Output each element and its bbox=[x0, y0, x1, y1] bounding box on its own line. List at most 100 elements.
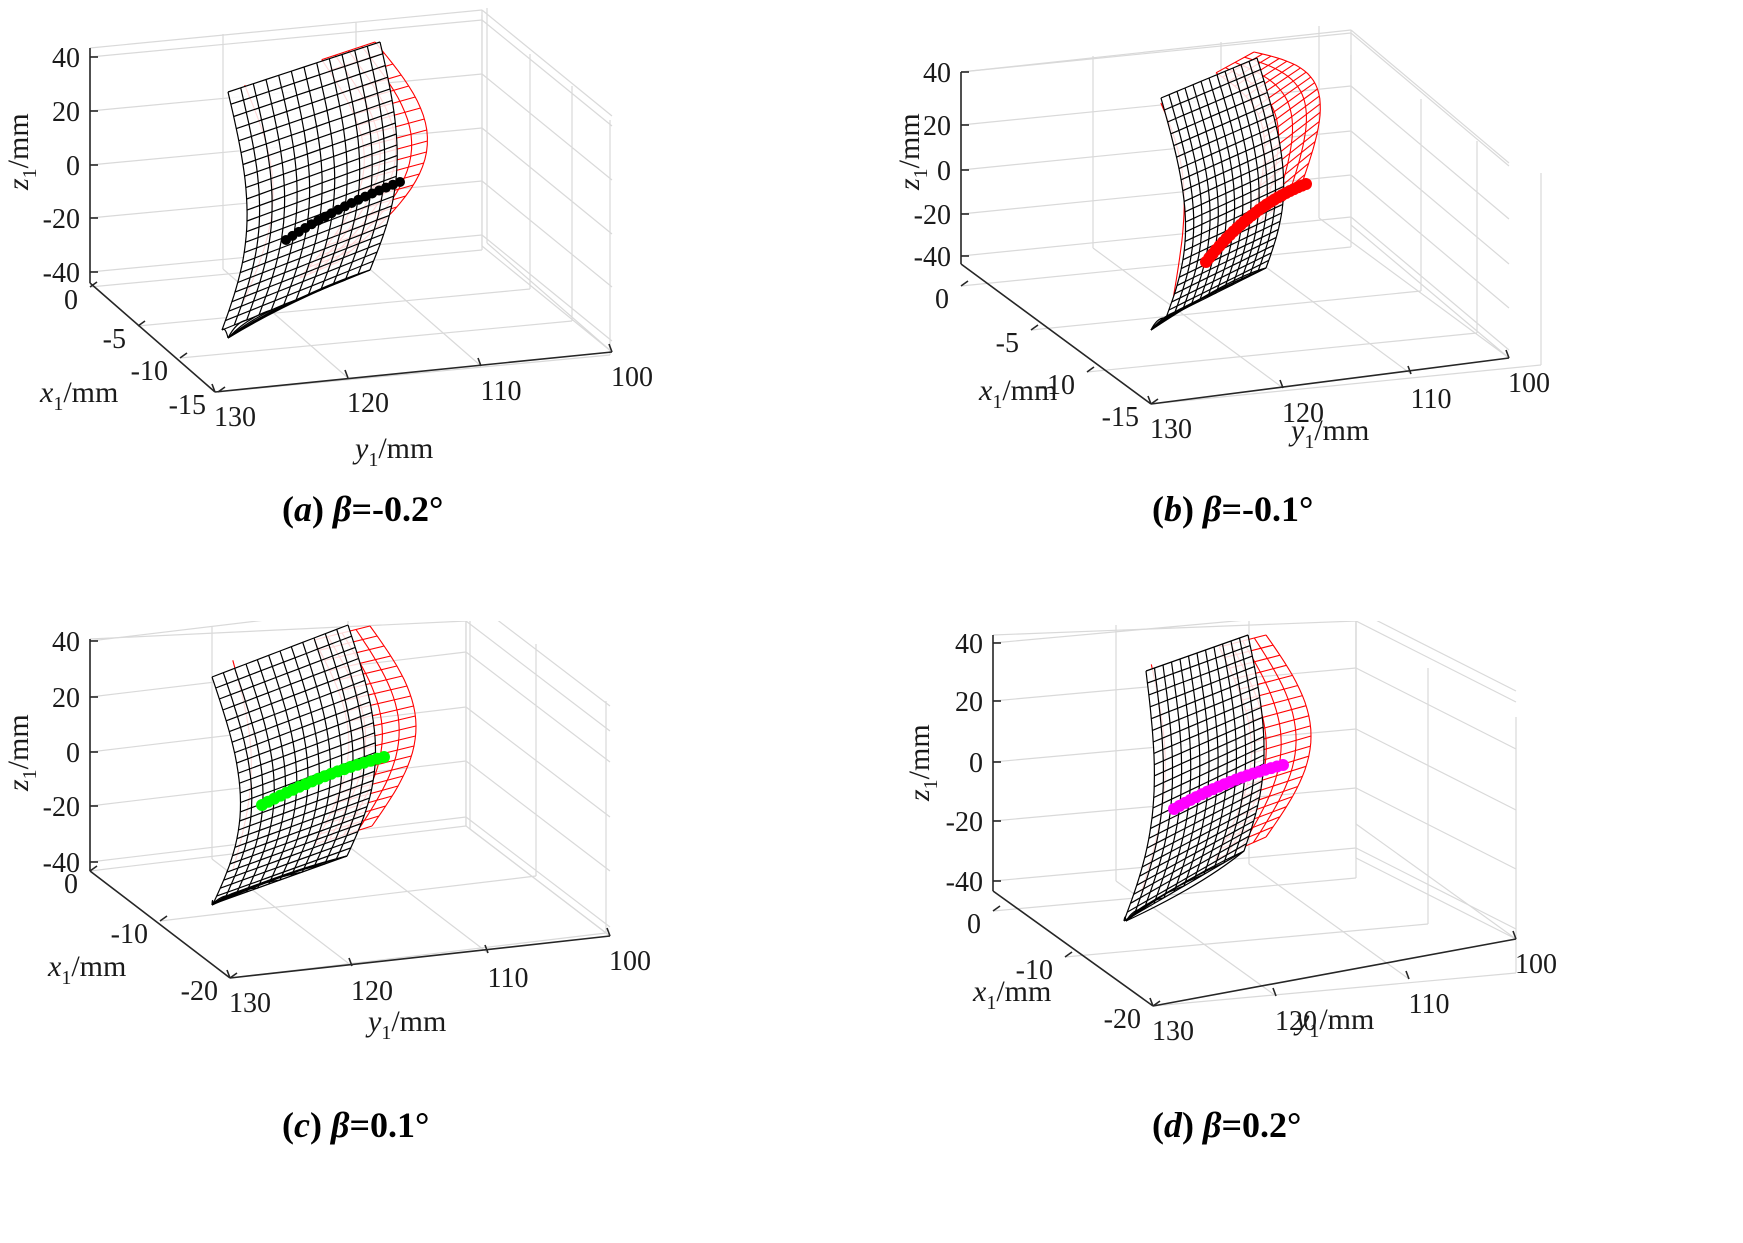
contact-point bbox=[378, 751, 390, 763]
black-mesh-line bbox=[1164, 68, 1261, 111]
grid-line bbox=[992, 877, 1357, 912]
z-tick-label: 20 bbox=[955, 687, 983, 718]
black-mesh-surface bbox=[221, 41, 398, 339]
chart-panel-b: 40 20 0 -20 -40 0 -5 -10 -15 130 120 110 100 y1/mm x1/… bbox=[871, 0, 1742, 621]
black-mesh-line bbox=[1179, 228, 1279, 278]
z-tick-label: -40 bbox=[914, 242, 951, 273]
grid-line bbox=[481, 73, 613, 181]
y-tick-label: 100 bbox=[611, 362, 653, 393]
grid-line bbox=[89, 9, 483, 49]
black-mesh-line bbox=[1178, 125, 1277, 170]
black-mesh-line bbox=[1123, 916, 1127, 922]
y-tick-label: 130 bbox=[1152, 1016, 1194, 1047]
z-axis-label: z1/mm bbox=[903, 724, 942, 802]
y-axis-line bbox=[229, 935, 611, 979]
black-mesh-line bbox=[1133, 828, 1252, 895]
red-mesh-line bbox=[369, 625, 417, 827]
black-mesh-line bbox=[1171, 252, 1272, 303]
black-mesh-line bbox=[1174, 244, 1275, 295]
grid-line bbox=[1350, 130, 1510, 265]
grid-line bbox=[159, 875, 537, 922]
black-mesh-line bbox=[232, 806, 368, 857]
panel-caption: (d) β=0.2° bbox=[1152, 1105, 1302, 1145]
black-mesh-line bbox=[1151, 676, 1257, 720]
grid-line bbox=[1350, 216, 1510, 351]
grid-line bbox=[465, 825, 611, 937]
z-tick-label: -40 bbox=[43, 258, 80, 289]
z-tick-label: -40 bbox=[946, 867, 983, 898]
z-tick-label: 20 bbox=[923, 111, 951, 142]
z-tick-label: 40 bbox=[52, 43, 80, 74]
black-mesh-line bbox=[1167, 80, 1265, 123]
grid-line bbox=[1376, 621, 1517, 692]
grid-line bbox=[1350, 224, 1510, 359]
grid-line bbox=[481, 234, 613, 342]
y-tick-mark bbox=[606, 927, 611, 937]
x-tick-mark bbox=[89, 281, 98, 288]
z-tick-label: 40 bbox=[955, 629, 983, 660]
y-tick-mark bbox=[608, 343, 613, 353]
black-mesh-line bbox=[1145, 634, 1249, 672]
black-mesh-line bbox=[1160, 57, 1258, 99]
black-mesh-line bbox=[237, 224, 387, 284]
x-axis-label: x1/mm bbox=[39, 376, 118, 415]
z-tick-label: -20 bbox=[946, 807, 983, 838]
grid-line bbox=[1318, 217, 1510, 359]
grid-line bbox=[1355, 621, 1517, 703]
axes bbox=[89, 48, 613, 393]
y-tick-label: 130 bbox=[229, 988, 271, 1019]
black-mesh-fill bbox=[1161, 58, 1284, 318]
black-mesh-line bbox=[234, 797, 370, 848]
black-mesh-line bbox=[238, 88, 391, 142]
black-mesh-line bbox=[246, 165, 398, 222]
black-mesh-line bbox=[216, 847, 351, 897]
black-mesh-line bbox=[239, 732, 375, 784]
black-mesh-line bbox=[1154, 726, 1264, 777]
x-tick-mark bbox=[89, 865, 98, 872]
grid-line bbox=[1355, 787, 1517, 870]
grid-line bbox=[481, 9, 613, 117]
y-tick-mark bbox=[226, 969, 231, 979]
black-mesh-line bbox=[228, 251, 378, 312]
x-tick-label: 0 bbox=[64, 285, 78, 316]
y-tick-label: 110 bbox=[481, 376, 522, 407]
y-tick-label: 110 bbox=[1411, 384, 1452, 415]
x-axis-label: x1/mm bbox=[972, 975, 1051, 1014]
axes bbox=[89, 639, 611, 979]
z-axis-label: z1/mm bbox=[2, 714, 41, 792]
grid-line bbox=[179, 320, 573, 359]
chart-svg: 40 20 0 -20 -40 0 -5 -10 -15 130 120 110 100 y1/mm x1/… bbox=[893, 26, 1550, 453]
grid-line bbox=[992, 621, 1242, 644]
z-tick-label: 0 bbox=[969, 748, 983, 779]
black-mesh-line bbox=[1173, 103, 1271, 147]
grid-line bbox=[1350, 29, 1510, 164]
grid-line bbox=[89, 621, 263, 642]
grid-line bbox=[481, 127, 613, 235]
contact-points bbox=[281, 177, 405, 245]
red-mesh-line bbox=[321, 41, 376, 61]
y-tick-label: 110 bbox=[1409, 989, 1450, 1020]
contact-point bbox=[1300, 178, 1312, 190]
x-tick-label: -20 bbox=[181, 976, 218, 1007]
grid-line bbox=[1350, 85, 1510, 220]
black-mesh-line bbox=[226, 822, 362, 873]
x-tick-label: -15 bbox=[169, 390, 206, 421]
black-mesh-line bbox=[1125, 850, 1245, 922]
black-mesh-line bbox=[227, 319, 247, 339]
grid-line bbox=[1092, 247, 1284, 389]
black-mesh-line bbox=[221, 328, 229, 339]
black-mesh-line bbox=[239, 770, 375, 822]
x-tick-label: -5 bbox=[103, 324, 126, 355]
black-mesh-line bbox=[237, 722, 374, 774]
x-tick-mark bbox=[1064, 951, 1073, 958]
black-mesh-line bbox=[1153, 706, 1262, 754]
black-mesh-line bbox=[211, 899, 214, 906]
black-mesh-line bbox=[229, 814, 365, 865]
grid-line bbox=[1086, 332, 1478, 373]
y-axis-label: y1/mm bbox=[365, 1005, 446, 1044]
y-tick-mark bbox=[484, 944, 489, 954]
grid-line bbox=[1150, 364, 1542, 405]
y-axis-line bbox=[1150, 357, 1510, 405]
